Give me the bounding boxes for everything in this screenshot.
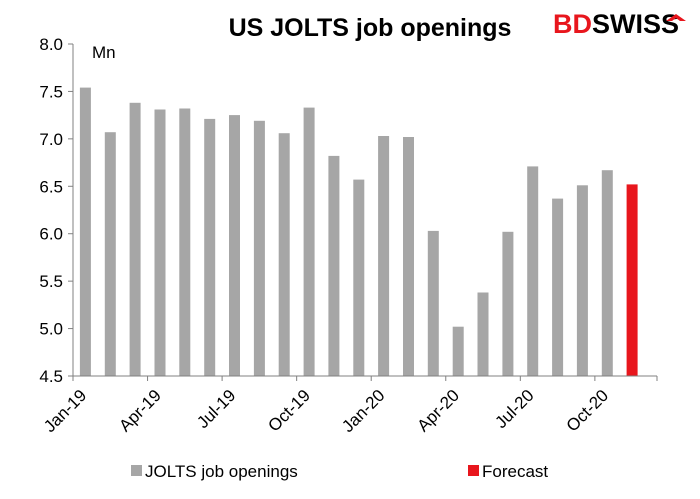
bar-jolts-Aug-19	[253, 120, 265, 376]
logo-bd-text: BD	[553, 9, 592, 39]
bar-jolts-Feb-20	[403, 137, 414, 376]
x-tick-label: Oct-19	[264, 386, 314, 436]
y-tick-label: 5.0	[39, 320, 63, 339]
bar-jolts-Feb-19	[104, 132, 116, 376]
x-tick-label: Jan-20	[338, 386, 388, 436]
legend-label-jolts: JOLTS job openings	[145, 462, 298, 481]
x-axis-tick-labels: Jan-19 Apr-19 Jul-19 Oct-19 Jan-20 Apr-20 Jul-…	[40, 386, 612, 436]
legend-swatch-forecast	[468, 465, 479, 476]
y-unit-label: Mn	[92, 43, 116, 62]
bar-jolts-Apr-20	[452, 326, 464, 376]
y-tick-label: 4.5	[39, 367, 63, 386]
x-tick-label: Apr-20	[414, 386, 464, 436]
axes	[68, 43, 658, 381]
bar-jolts-Mar-19	[129, 102, 141, 377]
bar-jolts-Oct-20	[601, 170, 613, 376]
y-tick-label: 7.0	[39, 130, 63, 149]
y-tick-label: 6.0	[39, 225, 63, 244]
y-tick-label: 7.5	[39, 82, 63, 101]
legend-swatch-jolts	[131, 465, 142, 476]
y-tick-label: 5.5	[39, 272, 63, 291]
bar-jolts-May-20	[477, 292, 489, 376]
brand-logo: BDSWISS	[553, 9, 686, 39]
logo-swiss-text: SWISS	[592, 9, 679, 39]
legend: JOLTS job openings Forecast	[131, 462, 548, 481]
x-tick-label: Jul-20	[491, 386, 537, 432]
bar-jolts-Aug-20	[552, 198, 564, 376]
bar-jolts-Jun-20	[502, 231, 514, 376]
chart-title: US JOLTS job openings	[229, 14, 512, 42]
x-tick-label: Jul-19	[193, 386, 239, 432]
bar-jolts-Jun-19	[204, 118, 216, 377]
bar-jolts-Jan-19	[79, 87, 91, 376]
bar-jolts-Jul-19	[229, 115, 240, 376]
bar-jolts-May-19	[179, 108, 191, 376]
bar-jolts-Mar-20	[427, 230, 439, 376]
bar-jolts-Jan-20	[378, 136, 390, 376]
y-tick-label: 8.0	[39, 35, 63, 54]
x-tick-label: Apr-19	[115, 386, 165, 436]
x-tick-label: Oct-20	[563, 386, 613, 436]
svg-text:BDSWISS: BDSWISS	[553, 9, 679, 39]
x-tick-label: Jan-19	[40, 386, 90, 436]
logo-chevron-icon	[666, 14, 686, 21]
bar-forecast-Nov-20	[626, 184, 638, 376]
bar-jolts-Nov-19	[328, 155, 340, 376]
legend-label-forecast: Forecast	[482, 462, 548, 481]
bar-jolts-Apr-19	[154, 109, 166, 376]
bar-jolts-Dec-19	[353, 179, 365, 376]
bar-jolts-Jul-20	[527, 166, 539, 376]
y-tick-label: 6.5	[39, 177, 63, 196]
bars	[79, 87, 638, 377]
bar-jolts-Sep-20	[576, 185, 588, 376]
bar-jolts-Sep-19	[278, 133, 290, 376]
bar-jolts-Oct-19	[303, 107, 315, 376]
y-axis-tick-labels: 4.5 5.0 5.5 6.0 6.5 7.0 7.5 8.0	[39, 35, 63, 386]
